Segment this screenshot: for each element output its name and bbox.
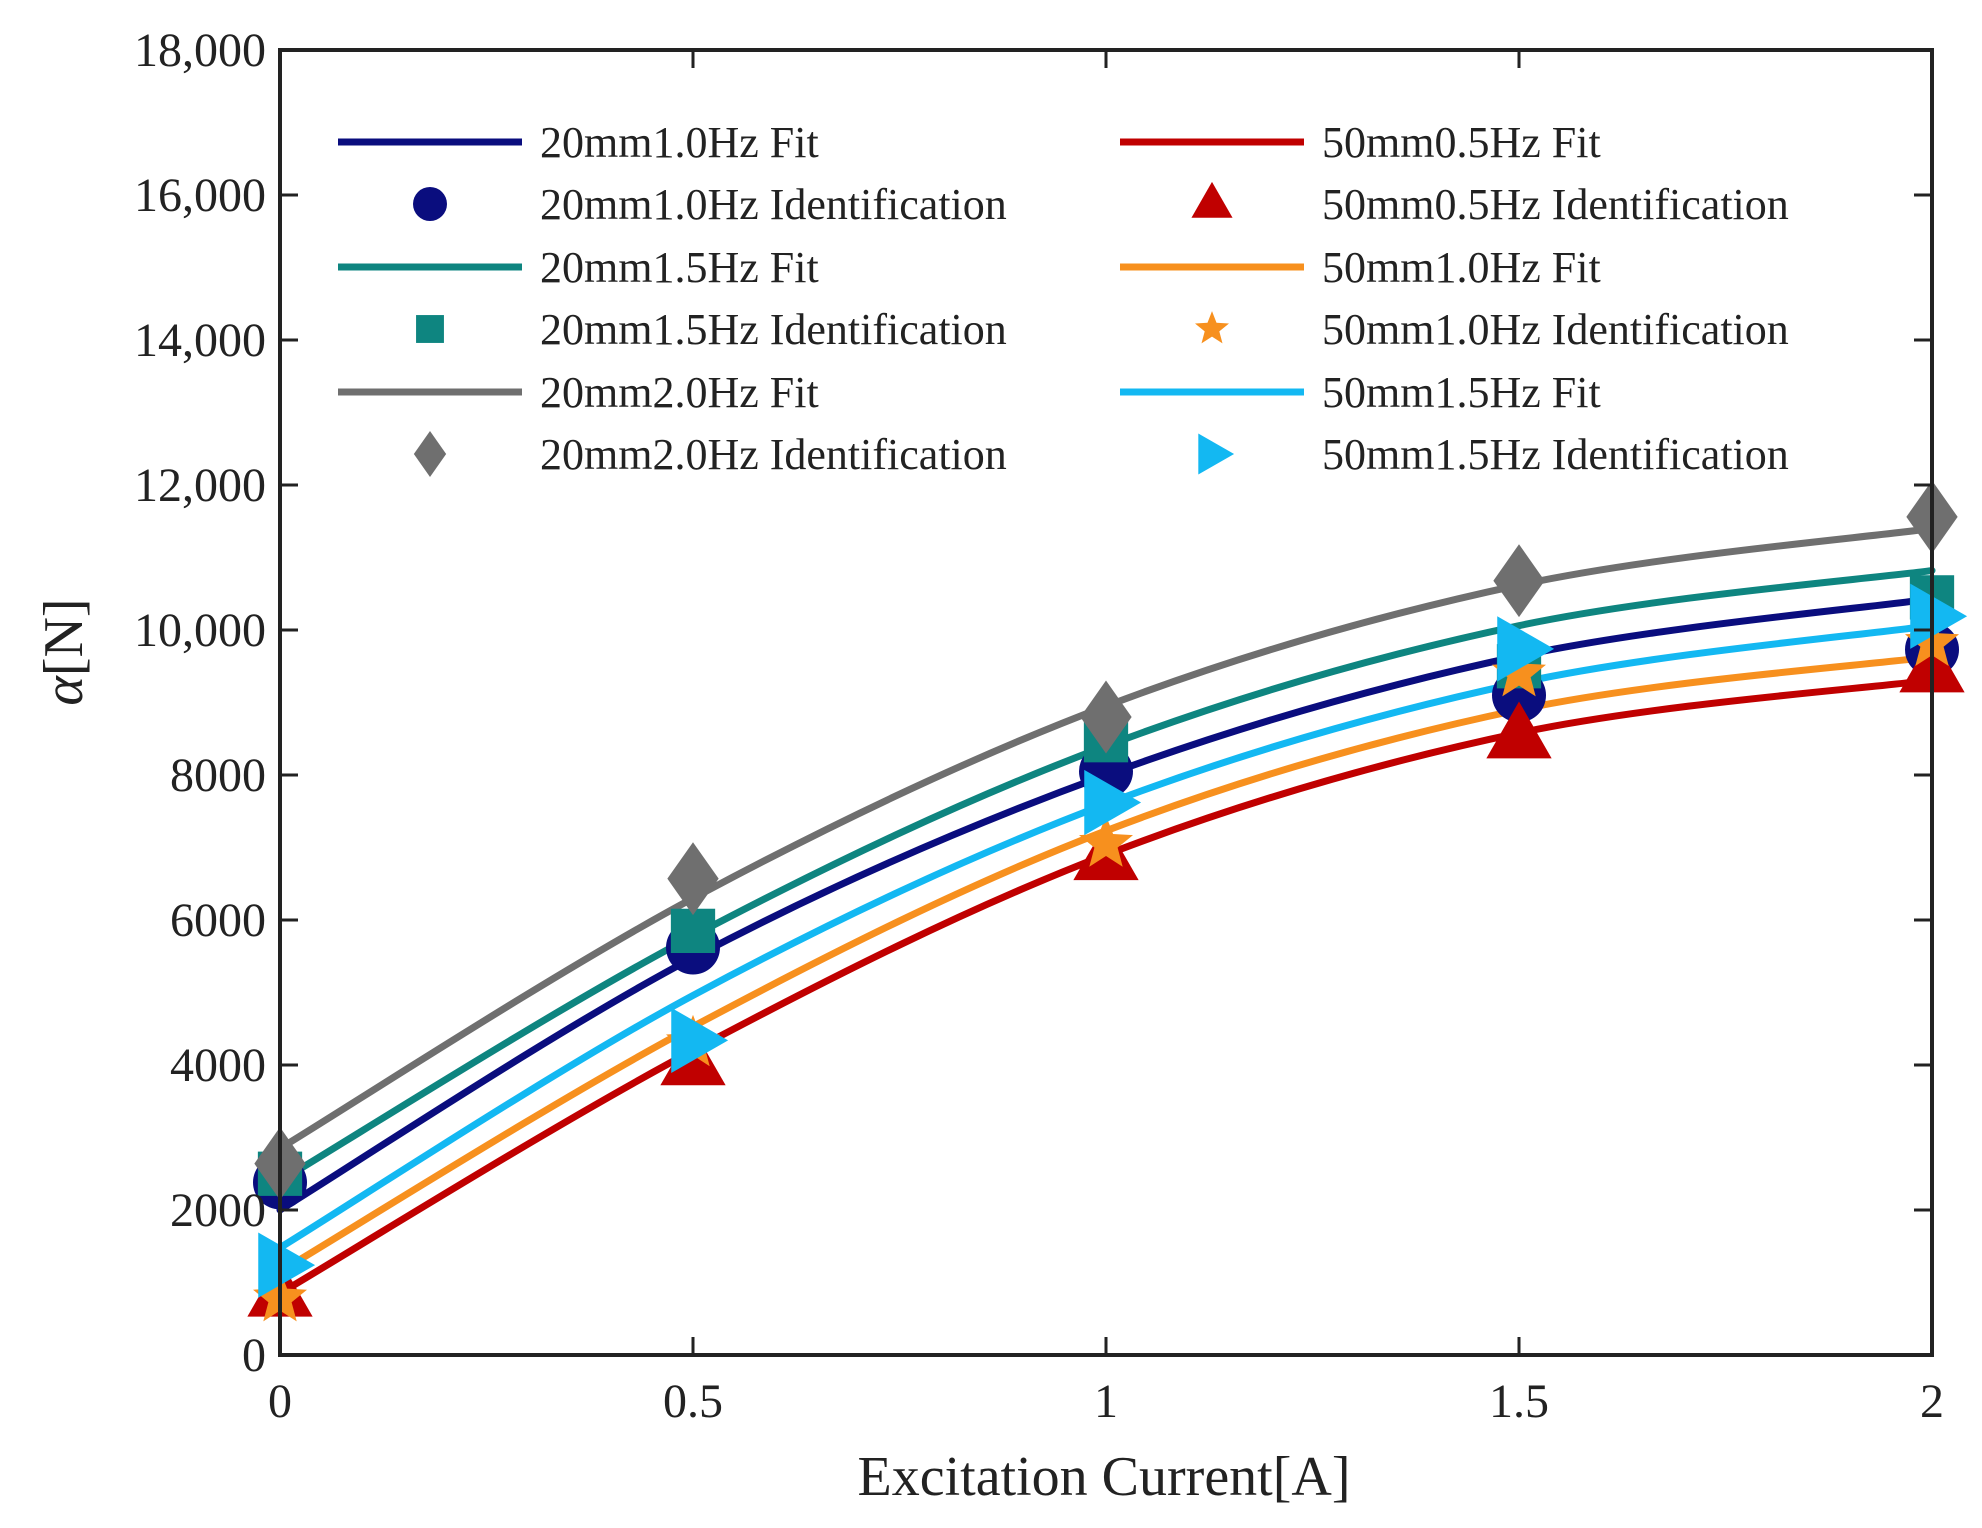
y-axis-label-unit: [N]: [33, 598, 95, 676]
y-tick-label: 16,000: [134, 169, 266, 222]
data-point-s50_10: [1079, 815, 1133, 867]
data-point-s20_15: [670, 908, 716, 954]
data-point-s50_15: [1497, 616, 1555, 682]
data-point-s50_15: [258, 1232, 316, 1298]
legend-label-ident-s50_10: 50mm1.0Hz Identification: [1322, 305, 1789, 354]
data-point-s50_15: [671, 1007, 729, 1073]
y-axis-label-symbol: α: [33, 675, 95, 706]
data-point-s20_20: [1080, 680, 1132, 754]
legend-label-ident-s20_15: 20mm1.5Hz Identification: [540, 305, 1007, 354]
legend-label-fit-s20_20: 20mm2.0Hz Fit: [540, 368, 819, 417]
legend-marker-s20_20: [413, 431, 447, 477]
y-tick-label: 18,000: [134, 24, 266, 77]
x-tick-label: 1.5: [1489, 1375, 1549, 1428]
data-point-s20_20: [1493, 544, 1545, 618]
y-tick-label: 6000: [170, 894, 266, 947]
legend: 20mm1.0Hz Fit 20mm1.0Hz Identification 20m…: [338, 118, 1789, 479]
legend-label-fit-s20_10: 20mm1.0Hz Fit: [540, 118, 819, 167]
data-point-s50_15: [1910, 583, 1968, 649]
y-tick-label: 8000: [170, 749, 266, 802]
legend-marker-s50_10: [1195, 311, 1229, 344]
legend-label-ident-s50_15: 50mm1.5Hz Identification: [1322, 430, 1789, 479]
y-axis-label: α[N]: [33, 598, 95, 705]
x-axis-ticks: 0 0.5 1 1.5 2: [268, 50, 1944, 1428]
y-tick-label: 12,000: [134, 459, 266, 512]
legend-marker-s50_05: [1191, 181, 1233, 218]
legend-label-fit-s50_15: 50mm1.5Hz Fit: [1322, 368, 1601, 417]
x-tick-label: 1: [1094, 1375, 1118, 1428]
x-tick-label: 0.5: [663, 1375, 723, 1428]
y-tick-label: 2000: [170, 1184, 266, 1237]
legend-label-fit-s20_15: 20mm1.5Hz Fit: [540, 243, 819, 292]
legend-marker-s20_15: [416, 315, 444, 343]
y-tick-label: 10,000: [134, 604, 266, 657]
y-tick-label: 4000: [170, 1039, 266, 1092]
y-tick-label: 0: [242, 1329, 266, 1382]
legend-label-fit-s50_05: 50mm0.5Hz Fit: [1322, 118, 1601, 167]
data-point-s20_20: [667, 842, 719, 916]
legend-marker-s50_15: [1198, 433, 1235, 475]
legend-label-fit-s50_10: 50mm1.0Hz Fit: [1322, 243, 1601, 292]
data-point-s50_15: [1084, 769, 1142, 836]
x-tick-label: 2: [1920, 1375, 1944, 1428]
y-tick-label: 14,000: [134, 314, 266, 367]
y-axis-ticks: 0 2000 4000 6000 8000 10,000 12,000 14,000 16,00…: [134, 24, 1932, 1382]
x-tick-label: 0: [268, 1375, 292, 1428]
legend-label-ident-s20_20: 20mm2.0Hz Identification: [540, 430, 1007, 479]
data-point-s50_10: [1492, 645, 1546, 697]
data-point-s50_05: [1486, 701, 1552, 759]
x-axis-label: Excitation Current[A]: [858, 1446, 1351, 1508]
legend-label-ident-s50_05: 50mm0.5Hz Identification: [1322, 180, 1789, 229]
legend-label-ident-s20_10: 20mm1.0Hz Identification: [540, 180, 1007, 229]
legend-marker-s20_10: [413, 187, 447, 221]
identification-markers: [247, 480, 1968, 1322]
